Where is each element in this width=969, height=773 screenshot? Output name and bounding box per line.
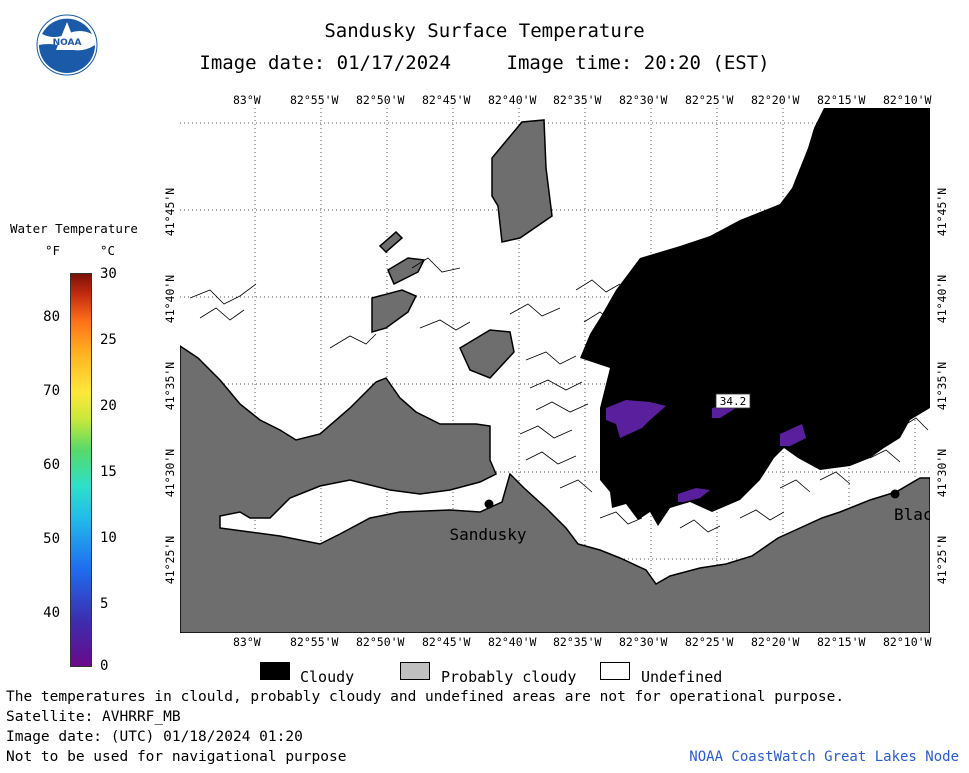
footer-navigation-note: Not to be used for navigational purpose <box>6 749 347 765</box>
legend-label-probably-cloudy: Probably cloudy <box>441 668 577 686</box>
lon-label-bottom: 82°15'W <box>817 635 866 649</box>
ice-contours <box>189 257 929 533</box>
unit-celsius: °C <box>100 243 116 258</box>
lat-label-right: 41°35'N <box>935 361 949 411</box>
f-tick: 50 <box>43 531 60 547</box>
lon-label-bottom: 83°W <box>233 635 261 649</box>
legend-swatch-probably-cloudy <box>400 662 430 680</box>
c-tick: 20 <box>100 398 117 414</box>
footer-satellite: Satellite: AVHRRF_MB <box>6 709 181 725</box>
cold-water-patches <box>606 400 806 502</box>
temp-label-box <box>715 393 751 409</box>
station-label-sandusky: Sandusky <box>449 525 526 544</box>
c-tick: 25 <box>100 332 117 348</box>
c-tick: 5 <box>100 596 109 612</box>
footer-credit: NOAA CoastWatch Great Lakes Node <box>689 749 959 765</box>
legend-swatch-undefined <box>600 662 630 680</box>
lon-label-bottom: 82°50'W <box>356 635 405 649</box>
legend-label-cloudy: Cloudy <box>300 668 355 686</box>
f-tick: 80 <box>43 309 60 325</box>
lon-label-top: 82°10'W <box>883 93 932 107</box>
lon-label-bottom: 82°35'W <box>553 635 602 649</box>
image-datetime: Image date: 01/17/2024 Image time: 20:20… <box>0 52 969 74</box>
lon-label-bottom: 82°30'W <box>619 635 668 649</box>
image-time: Image time: 20:20 (EST) <box>506 52 770 74</box>
c-tick: 10 <box>100 530 117 546</box>
footer-utc-date: Image date: (UTC) 01/18/2024 01:20 <box>6 729 303 745</box>
lat-label-left: 41°25'N <box>163 535 177 585</box>
lon-label-bottom: 82°55'W <box>290 635 339 649</box>
map-panel: 34.2 Sandusky Blac <box>180 108 930 633</box>
legend-swatch-cloudy <box>260 662 290 680</box>
lon-label-bottom: 82°45'W <box>422 635 471 649</box>
lon-label-top: 82°55'W <box>290 93 339 107</box>
lat-label-right: 41°40'N <box>935 274 949 324</box>
lon-label-top: 82°30'W <box>619 93 668 107</box>
image-date: Image date: 01/17/2024 <box>199 52 452 74</box>
temp-label: 34.2 <box>720 395 747 408</box>
lat-label-left: 41°30'N <box>163 448 177 498</box>
c-tick: 15 <box>100 464 117 480</box>
station-marker-sandusky <box>484 499 494 509</box>
legend-title: Water Temperature <box>10 221 138 236</box>
temperature-colorbar <box>70 273 92 667</box>
station-label-blac: Blac <box>894 505 930 524</box>
f-tick: 70 <box>43 383 60 399</box>
mainland <box>180 345 930 633</box>
c-tick: 0 <box>100 658 109 674</box>
c-tick: 30 <box>100 266 117 282</box>
unit-fahrenheit: °F <box>45 243 61 258</box>
lon-label-top: 82°20'W <box>751 93 800 107</box>
lon-label-bottom: 82°20'W <box>751 635 800 649</box>
lon-label-bottom: 82°40'W <box>488 635 537 649</box>
station-marker-blac <box>890 489 900 499</box>
island-johnson <box>459 329 515 379</box>
noaa-logo-icon: NOAA <box>36 14 98 76</box>
lat-label-left: 41°35'N <box>163 361 177 411</box>
lat-label-left: 41°40'N <box>163 274 177 324</box>
legend-label-undefined: Undefined <box>641 668 723 686</box>
footer-disclaimer: The temperatures in clould, probably clo… <box>6 689 845 705</box>
island-small-1 <box>378 230 404 254</box>
cloud-mass <box>580 108 930 526</box>
lon-label-bottom: 82°10'W <box>883 635 932 649</box>
lon-label-top: 82°25'W <box>685 93 734 107</box>
lon-label-top: 83°W <box>233 93 261 107</box>
lon-label-top: 82°35'W <box>553 93 602 107</box>
lat-label-right: 41°30'N <box>935 448 949 498</box>
noaa-logo-text: NOAA <box>53 38 82 48</box>
island-kelleys <box>371 289 418 333</box>
lat-label-right: 41°25'N <box>935 535 949 585</box>
lat-label-right: 41°45'N <box>935 187 949 237</box>
lon-label-top: 82°45'W <box>422 93 471 107</box>
island-north <box>491 119 553 243</box>
lon-label-top: 82°15'W <box>817 93 866 107</box>
lon-label-top: 82°50'W <box>356 93 405 107</box>
lon-label-top: 82°40'W <box>488 93 537 107</box>
lon-label-bottom: 82°25'W <box>685 635 734 649</box>
map-title: Sandusky Surface Temperature <box>324 20 645 42</box>
f-tick: 40 <box>43 605 60 621</box>
island-small-2 <box>387 257 426 286</box>
f-tick: 60 <box>43 457 60 473</box>
lat-label-left: 41°45'N <box>163 187 177 237</box>
